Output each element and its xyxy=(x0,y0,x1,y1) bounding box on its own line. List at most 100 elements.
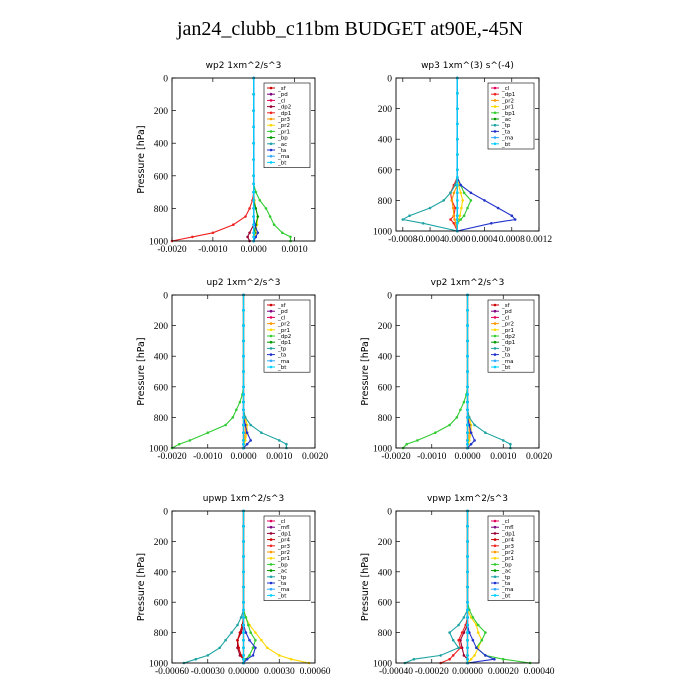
series-line-dp2 xyxy=(402,295,469,449)
legend-marker xyxy=(493,347,497,350)
legend-entry: _pr2 xyxy=(501,550,514,556)
series-point xyxy=(452,214,456,217)
legend-entry: _bp xyxy=(277,136,288,142)
series-point xyxy=(451,206,455,210)
series-point xyxy=(242,623,245,627)
series-point xyxy=(459,218,463,221)
series-point xyxy=(428,206,432,210)
y-tick-label: 400 xyxy=(154,353,169,363)
series-point xyxy=(232,223,235,226)
legend-marker xyxy=(269,353,273,356)
series-point xyxy=(177,442,181,446)
series-point xyxy=(456,214,459,217)
y-tick-label: 1000 xyxy=(373,445,392,455)
legend-marker xyxy=(269,86,273,90)
series-point xyxy=(453,218,456,221)
series-point xyxy=(248,638,251,642)
legend-entry: _bt xyxy=(277,365,287,371)
legend-marker xyxy=(493,303,497,307)
legend-entry: _pr1 xyxy=(501,556,514,562)
series-point xyxy=(244,431,247,435)
series-point xyxy=(484,631,487,634)
series-point xyxy=(466,442,469,446)
legend-entry: _pd xyxy=(277,92,288,98)
x-tick-label: 0.0012 xyxy=(526,235,552,245)
y-tick-label: 600 xyxy=(378,599,393,609)
legend-entry: _ma xyxy=(277,587,289,593)
legend-marker xyxy=(493,538,497,541)
series-point xyxy=(218,646,221,650)
series-point xyxy=(188,439,192,442)
series-point xyxy=(473,654,476,657)
legend-marker xyxy=(493,563,497,566)
x-tick-label: 0.0010 xyxy=(266,452,292,462)
y-tick-label: 0 xyxy=(387,75,392,85)
series-point xyxy=(456,92,459,95)
series-point xyxy=(490,222,493,225)
y-tick-label: 200 xyxy=(378,322,393,332)
series-point xyxy=(242,616,245,619)
legend-marker xyxy=(493,544,497,548)
legend-marker xyxy=(493,581,497,585)
series-point xyxy=(242,416,245,419)
series-point xyxy=(260,638,263,642)
y-tick-label: 1000 xyxy=(149,660,168,670)
legend-marker xyxy=(269,161,273,164)
legend-entry: _ac xyxy=(277,142,287,148)
y-tick-label: 0 xyxy=(163,75,168,85)
x-tick-label: 0.0020 xyxy=(526,452,552,462)
legend-entry: _tp xyxy=(501,575,511,581)
series-point xyxy=(466,385,469,389)
series-point xyxy=(475,646,478,650)
y-tick-label: 0 xyxy=(163,508,168,518)
series-point xyxy=(456,183,459,187)
series-point xyxy=(466,339,469,343)
legend-marker xyxy=(269,550,273,554)
legend-entry: _pr4 xyxy=(501,538,515,544)
legend-marker xyxy=(269,587,273,591)
series-point xyxy=(245,657,249,661)
legend-entry: _pr4 xyxy=(277,538,291,544)
legend-entry: _ta xyxy=(277,353,286,359)
legend-entry: _ma xyxy=(501,136,513,142)
y-tick-label: 200 xyxy=(154,538,169,548)
series-point xyxy=(466,354,469,358)
y-tick-label: 0 xyxy=(387,508,392,518)
legend-marker xyxy=(269,136,273,139)
series-point xyxy=(252,109,255,112)
legend-entry: _bt xyxy=(501,365,511,371)
legend-marker xyxy=(493,519,497,523)
series-point xyxy=(453,206,457,210)
series-point xyxy=(244,439,247,442)
y-tick-label: 600 xyxy=(378,166,393,176)
series-point xyxy=(469,657,473,661)
series-point xyxy=(421,222,425,225)
series-point xyxy=(456,206,459,210)
series-point xyxy=(471,616,475,619)
series-point xyxy=(246,235,249,239)
series-point xyxy=(484,431,487,435)
legend-entry: _dp1 xyxy=(277,111,291,117)
series-point xyxy=(457,646,460,650)
series-point xyxy=(466,623,469,627)
legend-entry: _cl xyxy=(501,86,510,92)
x-tick-label: 0.00030 xyxy=(264,667,295,677)
series-point xyxy=(266,646,269,650)
series-point xyxy=(448,423,451,427)
series-point xyxy=(457,623,460,627)
x-tick-label: -0.0004 xyxy=(415,235,445,245)
legend-entry: _pr3 xyxy=(277,544,291,550)
x-tick-label: -0.0020 xyxy=(157,452,187,462)
x-tick-label: -0.0020 xyxy=(381,452,411,462)
legend-marker xyxy=(269,92,273,96)
legend-entry: _bt xyxy=(501,142,511,148)
series-point xyxy=(242,309,245,312)
legend-marker xyxy=(269,309,273,313)
legend-entry: _tp xyxy=(501,346,511,352)
legend-marker xyxy=(269,334,273,338)
series-point xyxy=(466,616,469,619)
legend-entry: _bp xyxy=(501,562,512,568)
legend-marker xyxy=(269,154,273,158)
legend-marker xyxy=(493,86,497,90)
legend-entry: _dp1 xyxy=(277,340,291,346)
